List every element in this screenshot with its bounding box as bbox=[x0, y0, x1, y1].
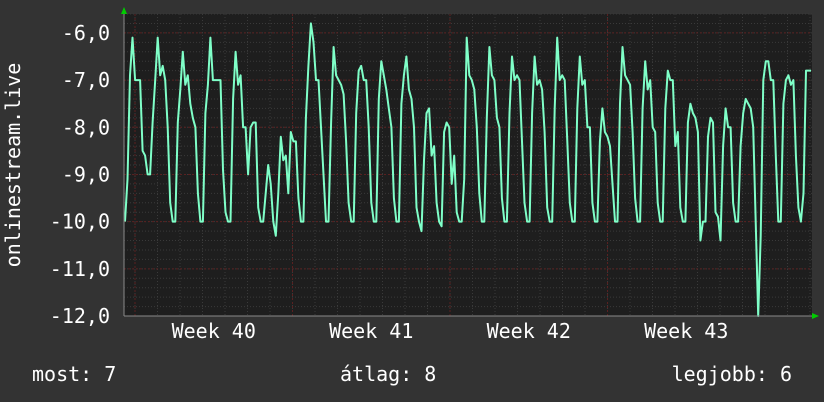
y-tick-label: -7,0 bbox=[62, 68, 110, 92]
y-tick-label: -9,0 bbox=[62, 162, 110, 186]
stat-now-value: 7 bbox=[104, 362, 117, 386]
x-tick-label: Week 43 bbox=[644, 319, 728, 343]
series-line bbox=[124, 22, 811, 317]
y-tick-label: -8,0 bbox=[62, 115, 110, 139]
axes bbox=[123, 14, 812, 317]
x-axis-arrow bbox=[812, 313, 819, 319]
y-tick-label: -11,0 bbox=[50, 257, 110, 281]
stat-best-label: legjobb: bbox=[671, 362, 768, 386]
x-tick-label: Week 42 bbox=[487, 319, 571, 343]
stat-now: most: 7 bbox=[32, 362, 116, 386]
stat-average-value: 8 bbox=[424, 362, 437, 386]
y-axis-arrow bbox=[121, 7, 127, 14]
stat-average: átlag: 8 bbox=[340, 362, 436, 386]
y-axis-label: onlinestream.live bbox=[1, 63, 25, 268]
y-tick-labels: -6,0 -7,0 -8,0 -9,0 -10,0 -11,0 -12,0 bbox=[50, 21, 110, 328]
stat-best: legjobb: 6 bbox=[672, 362, 792, 386]
y-tick-label: -10,0 bbox=[50, 210, 110, 234]
x-tick-label: Week 40 bbox=[172, 319, 256, 343]
stat-now-label: most: bbox=[32, 362, 93, 386]
y-tick-label: -6,0 bbox=[62, 21, 110, 45]
y-tick-label: -12,0 bbox=[50, 304, 110, 328]
stat-average-label: átlag: bbox=[340, 362, 413, 386]
stat-best-value: 6 bbox=[779, 362, 792, 386]
x-tick-labels: Week 40 Week 41 Week 42 Week 43 bbox=[172, 319, 729, 343]
x-tick-label: Week 41 bbox=[329, 319, 413, 343]
